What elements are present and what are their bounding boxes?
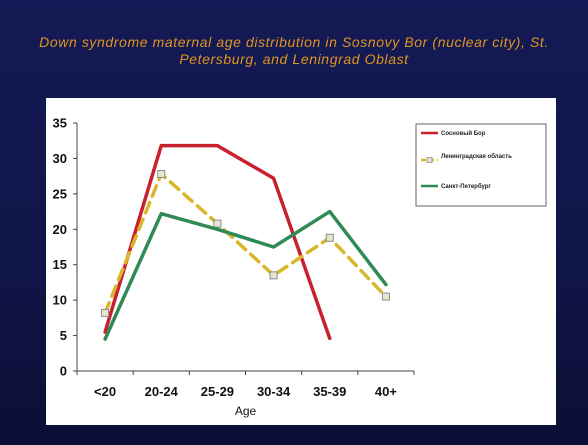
series-marker (213, 219, 222, 228)
legend-label: Санкт-Петербург (441, 183, 491, 190)
x-tick-label: <20 (94, 384, 116, 399)
x-tick-label: 35-39 (313, 384, 346, 399)
legend-box (415, 123, 547, 207)
legend-label: Сосновый Бор (441, 130, 486, 137)
chart-series (101, 143, 390, 341)
series-line-2 (103, 209, 388, 341)
x-tick-label: 40+ (375, 384, 397, 399)
x-tick-label: 20-24 (145, 384, 179, 399)
y-tick-label: 20 (53, 222, 67, 237)
series-line-1 (103, 172, 388, 315)
slide-title: Down syndrome maternal age distribution … (39, 34, 549, 67)
y-tick-label: 30 (53, 151, 67, 166)
y-tick-label: 35 (53, 116, 67, 131)
x-axis-title: Age (235, 404, 257, 418)
x-tick-label: 25-29 (201, 384, 234, 399)
series-marker (381, 292, 390, 301)
y-tick-label: 5 (60, 328, 67, 343)
chart-legend: Сосновый Бор Ленинградская область Санкт-П… (415, 123, 547, 207)
series-marker (101, 308, 110, 317)
series-marker (269, 271, 278, 280)
legend-marker (426, 157, 433, 163)
series-marker (157, 170, 166, 179)
y-tick-label: 10 (53, 293, 67, 308)
x-tick-label: 30-34 (257, 384, 291, 399)
legend-label: Ленинградская область (441, 153, 512, 160)
y-tick-label: 25 (53, 186, 67, 201)
series-marker (325, 233, 334, 242)
y-tick-label: 0 (60, 364, 67, 379)
series-line-0 (103, 143, 332, 341)
y-tick-label: 15 (53, 257, 67, 272)
chart-axes: 0 5 10 15 20 25 30 35 <20 20-24 25-29 30-34 35-39 40+… (53, 116, 415, 418)
